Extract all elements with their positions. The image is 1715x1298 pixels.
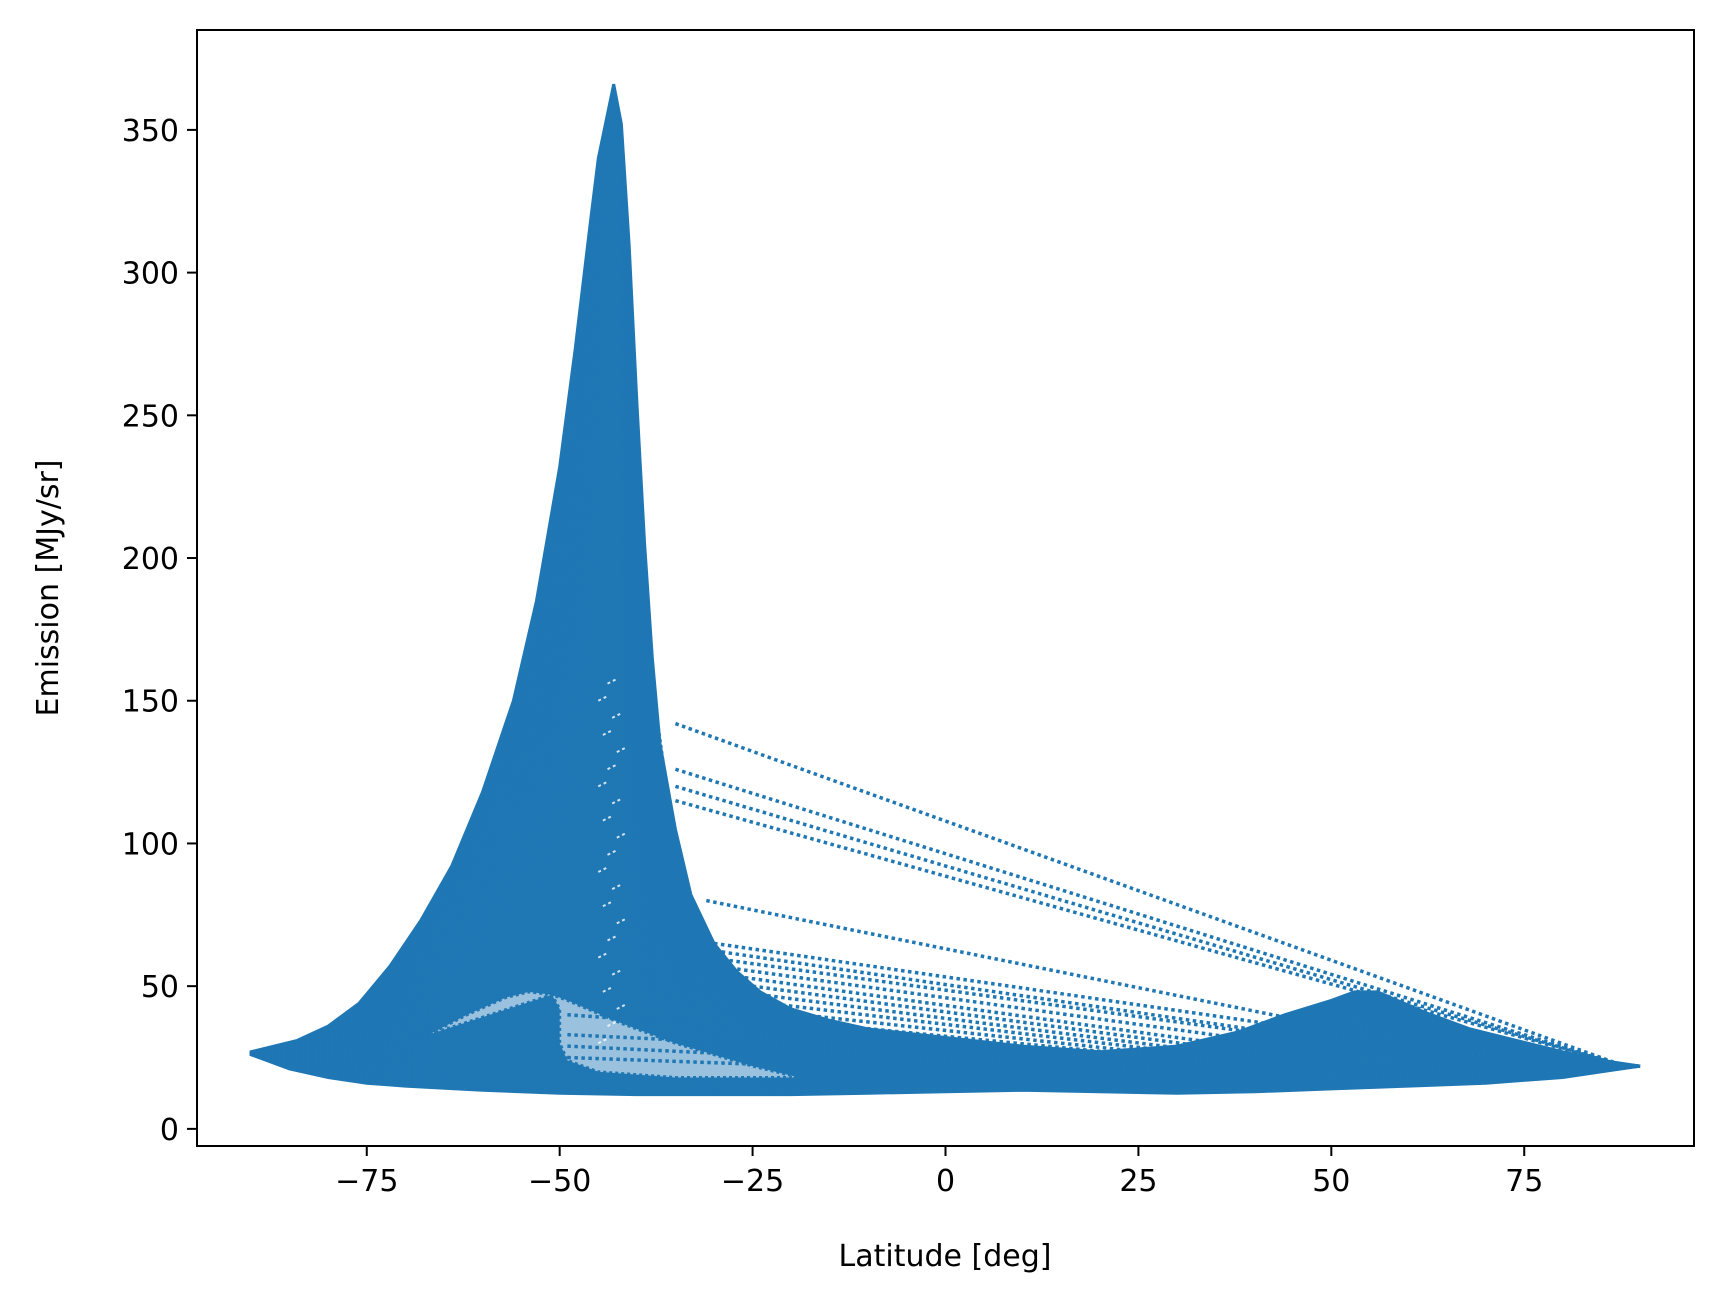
emission-gap-trace: [607, 849, 616, 856]
emission-scan-line: [250, 745, 1641, 1080]
emission-gap-trace: [607, 764, 616, 771]
emission-scan-line: [250, 943, 1641, 1088]
emission-gap-trace: [597, 867, 607, 873]
y-tick-label: 200: [122, 542, 179, 577]
x-axis: −75 −50 −25 0 25 50 75: [335, 1146, 1543, 1199]
emission-scan-line: [250, 571, 1641, 1073]
emission-scan-line: [250, 123, 1641, 1068]
emission-spur-line: [674, 767, 1626, 1068]
emission-scan-line: [250, 670, 1641, 1077]
emission-gap-trace: [602, 901, 612, 908]
emission-gap-trace: [616, 747, 626, 754]
emission-spur-line: [736, 967, 1255, 1043]
x-tick-label: 25: [1119, 1164, 1157, 1199]
x-tick-label: −50: [528, 1164, 591, 1199]
emission-spur-line: [752, 984, 1224, 1051]
emission-scan-line: [250, 769, 1641, 1081]
y-axis: 0 50 100 150 200 250 300 350: [122, 114, 197, 1148]
y-tick-label: 350: [122, 114, 179, 149]
emission-spur-line: [567, 1032, 807, 1048]
emission-spur-line: [567, 1055, 807, 1068]
emission-gap-trace: [611, 884, 621, 891]
emission-gap-trace: [597, 781, 607, 788]
y-tick-label: 50: [141, 970, 179, 1005]
emission-gap-trace: [611, 798, 621, 805]
y-tick-label: 100: [122, 827, 179, 862]
x-tick-label: 50: [1312, 1164, 1350, 1199]
emission-scan-line: [250, 546, 1641, 1072]
emission-gap-trace: [607, 1021, 616, 1028]
emission-scan-line: [250, 695, 1641, 1078]
emission-gap-trace: [597, 1038, 607, 1045]
emission-gap-trace: [597, 695, 607, 702]
emission-gap-trace: [602, 730, 612, 736]
emission-scan-line: [250, 1018, 1641, 1092]
emission-scan-line: [250, 148, 1641, 1068]
y-tick-label: 0: [160, 1113, 179, 1148]
emission-spur-line: [721, 950, 1270, 1034]
x-axis-label: Latitude [deg]: [839, 1239, 1052, 1274]
emission-scan-line: [250, 247, 1641, 1068]
emission-spur-line: [567, 1012, 807, 1034]
emission-envelope: [249, 83, 1641, 1097]
x-tick-label: 75: [1505, 1164, 1543, 1199]
emission-gap-trace: [616, 918, 626, 925]
x-tick-label: −75: [335, 1164, 398, 1199]
y-tick-label: 300: [122, 257, 179, 292]
y-tick-label: 150: [122, 685, 179, 720]
emission-scan-line: [250, 347, 1641, 1068]
emission-scan-line: [250, 918, 1641, 1087]
emission-gap-trace: [607, 678, 616, 685]
emission-gap-trace: [602, 815, 612, 822]
emission-spur-line: [674, 798, 1626, 1068]
emission-spur-line: [674, 721, 1626, 1068]
emission-scan-line: [250, 993, 1641, 1091]
emission-scan-line: [250, 322, 1641, 1068]
emission-scan-line: [250, 173, 1641, 1068]
emission-spur-line: [705, 898, 1301, 1023]
y-tick-label: 250: [122, 399, 179, 434]
emission-scan-line: [250, 446, 1641, 1068]
emission-gap-trace: [616, 832, 626, 839]
emission-scan-line: [250, 968, 1641, 1089]
emission-spur-line: [760, 992, 1209, 1054]
emission-spur-line: [767, 1001, 1201, 1057]
emission-gap-trace: [616, 1004, 626, 1010]
emission-scan-line: [250, 521, 1641, 1071]
emission-spur-line: [713, 941, 1286, 1028]
x-tick-label: −25: [721, 1164, 784, 1199]
emission-scan-line: [250, 297, 1641, 1068]
emission-spur-line: [744, 975, 1239, 1048]
plot-data: [249, 83, 1641, 1097]
emission-gap-trace: [611, 712, 621, 719]
emission-scan-line: [250, 894, 1641, 1086]
emission-gap-trace: [597, 952, 607, 959]
emission-gap-trace: [611, 969, 621, 976]
emission-scan-line: [250, 720, 1641, 1079]
emission-spur-line: [783, 1018, 1193, 1063]
emission-spur-line: [567, 1044, 807, 1060]
y-axis-label: Emission [MJy/sr]: [31, 460, 66, 717]
emission-scan-line: [250, 222, 1641, 1068]
x-tick-label: 0: [936, 1164, 955, 1199]
emission-scan-line: [250, 620, 1641, 1075]
emission-gap-trace: [607, 935, 616, 942]
emission-scan-line: [250, 645, 1641, 1076]
emission-gap-trace: [602, 986, 612, 993]
